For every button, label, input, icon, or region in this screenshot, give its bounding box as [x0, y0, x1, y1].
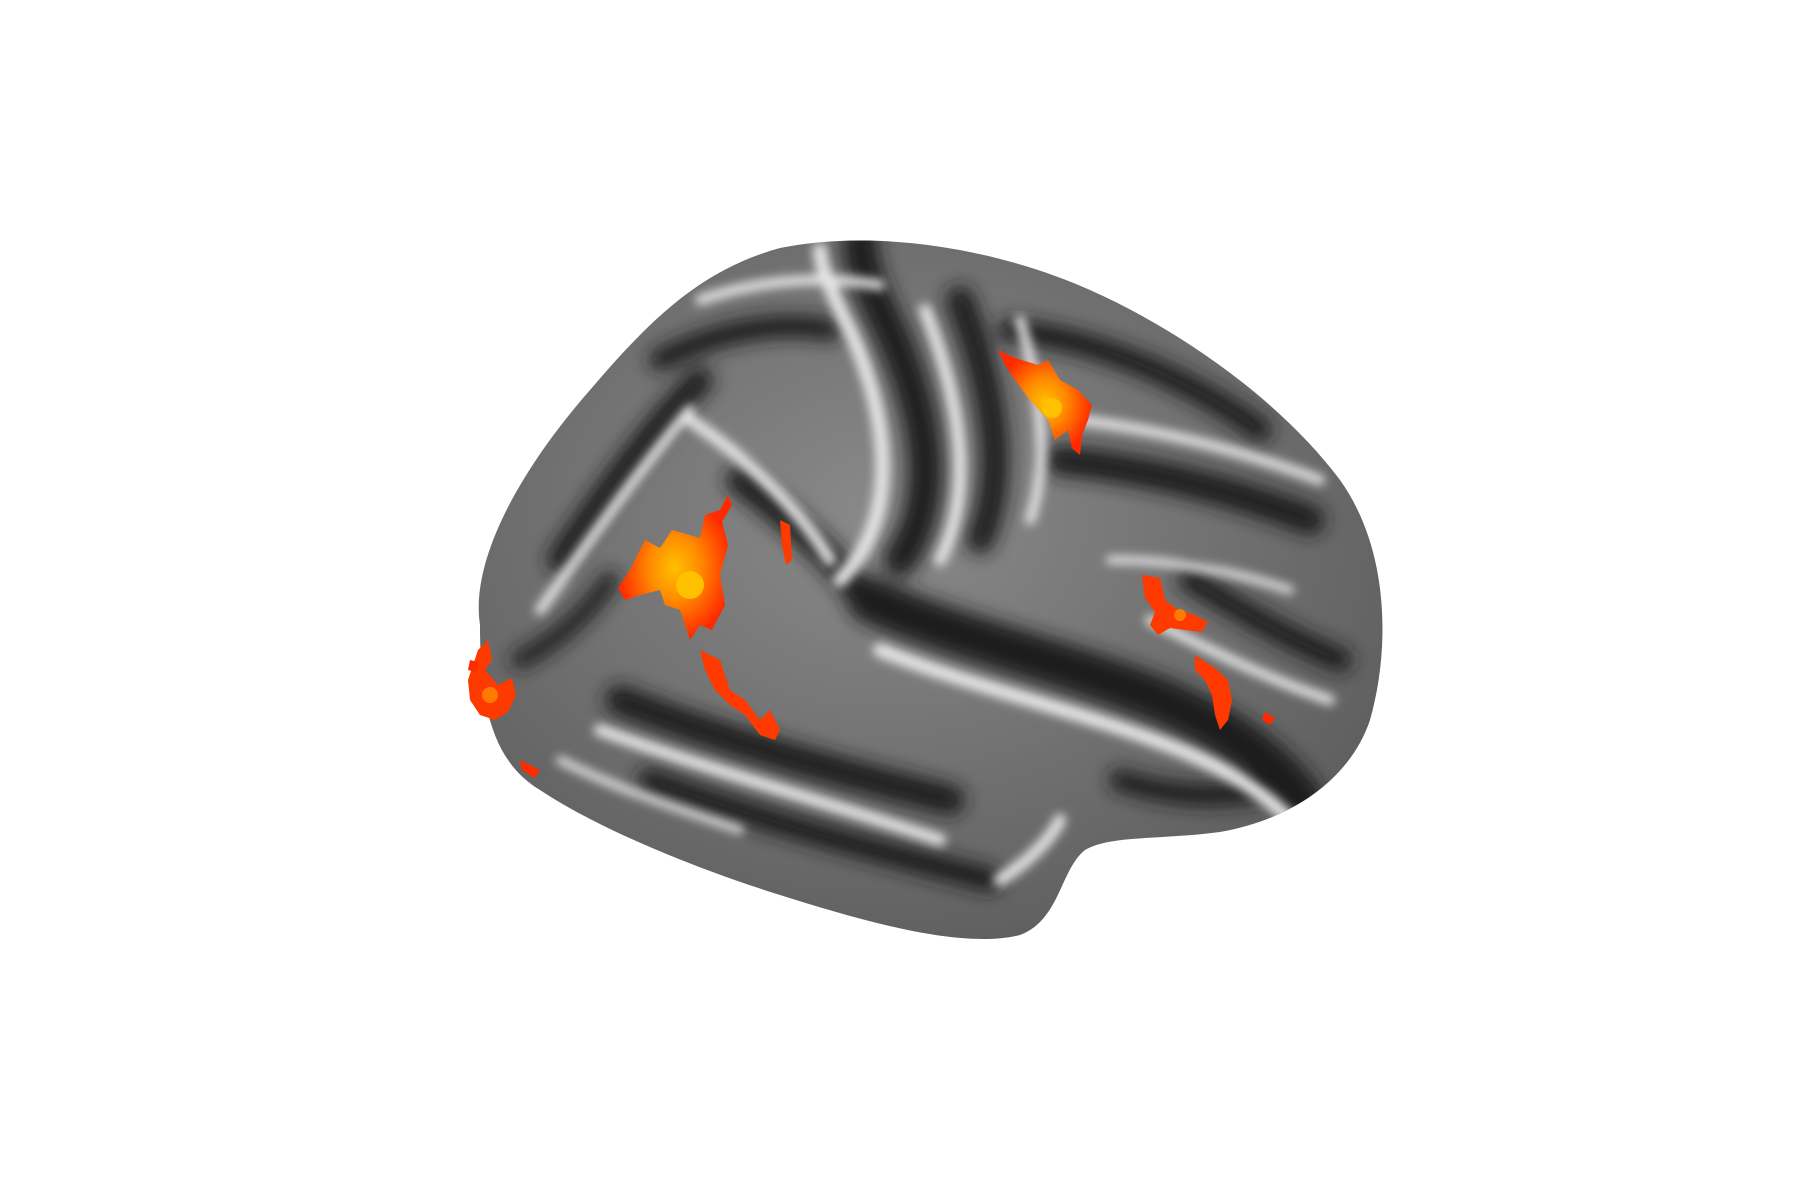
activation-cluster-occipital-lateral [618, 495, 792, 740]
cortical-surface [478, 240, 1383, 940]
activation-cluster-parietal [998, 350, 1092, 455]
activation-cluster-occipital-pole [468, 640, 540, 778]
gyri-pattern [535, 243, 1335, 886]
activation-cluster-frontal-inferior [1142, 575, 1275, 730]
activation-clusters [468, 350, 1275, 778]
